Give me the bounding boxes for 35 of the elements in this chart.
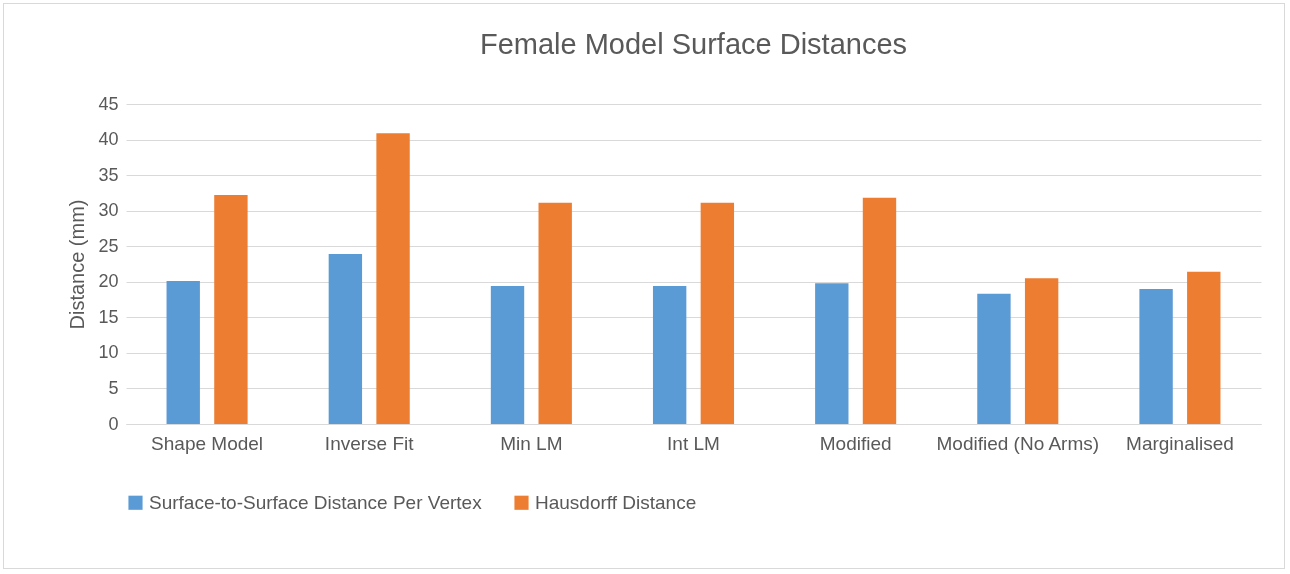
bar — [490, 286, 525, 424]
bar — [815, 283, 849, 424]
y-tick-label: 15 — [98, 306, 119, 327]
bar — [1139, 288, 1173, 424]
x-tick-label: Inverse Fit — [324, 432, 415, 454]
bar — [977, 293, 1011, 424]
chart-title: Female Model Surface Distances — [479, 28, 908, 60]
bar — [166, 281, 200, 424]
legend-label: Surface-to-Surface Distance Per Vertex — [149, 491, 483, 513]
y-tick-label: 45 — [98, 93, 119, 114]
x-tick-label: Int LM — [667, 432, 720, 454]
x-tick-label: Modified (No Arms) — [936, 432, 1100, 454]
y-tick-label: 30 — [98, 200, 119, 221]
y-axis-title: Distance (mm) — [66, 199, 89, 330]
x-tick-label: Modified — [819, 432, 892, 454]
y-tick-label: 5 — [108, 377, 119, 398]
bar — [700, 202, 735, 424]
bar — [328, 254, 363, 424]
y-tick-label: 0 — [108, 413, 119, 434]
y-tick-label: 35 — [98, 164, 119, 185]
bar — [214, 195, 248, 424]
bar — [862, 197, 897, 424]
x-tick-label: Shape Model — [151, 432, 264, 454]
bar — [538, 202, 572, 424]
bar — [1024, 278, 1059, 424]
y-tick-label: 10 — [98, 342, 119, 363]
x-tick-label: Marginalised — [1126, 432, 1234, 454]
x-tick-label: Min LM — [500, 432, 563, 454]
y-tick-label: 40 — [98, 129, 119, 150]
bar — [652, 286, 687, 424]
bar — [376, 133, 410, 424]
legend-label: Hausdorff Distance — [535, 491, 697, 513]
y-tick-label: 20 — [98, 271, 119, 292]
bar — [1187, 271, 1221, 424]
y-tick-label: 25 — [98, 235, 119, 256]
